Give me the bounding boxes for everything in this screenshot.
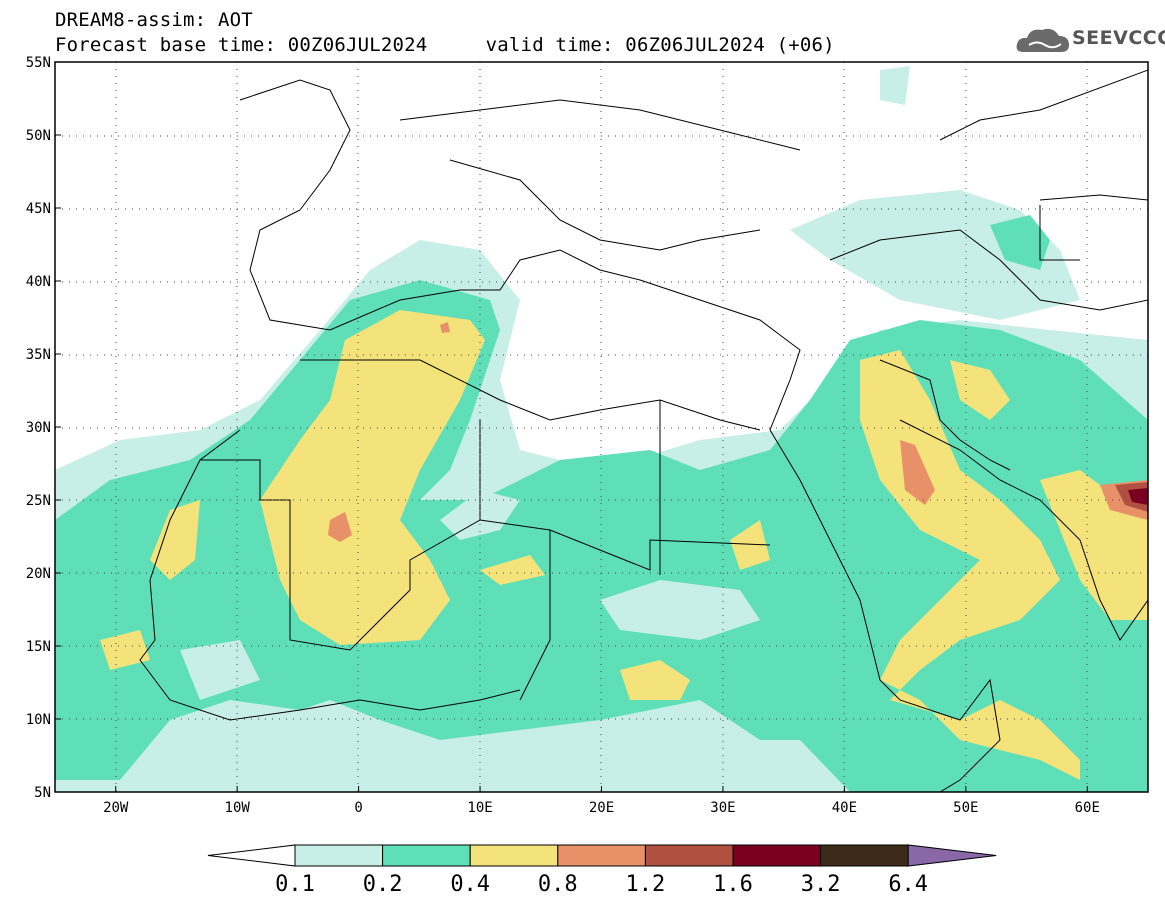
colorbar-over-triangle [907,844,997,867]
lon-tick-label: 20E [589,800,614,816]
colorbar-under-triangle [207,844,296,867]
lon-tick-label: 40E [832,800,857,816]
lat-tick-label: 10N [26,712,51,728]
colorbar-label: 1.2 [626,872,666,897]
colorbar-box [732,844,822,867]
colorbar-label: 0.8 [538,872,578,897]
lon-tick-label: 50E [953,800,978,816]
lon-tick-label: 60E [1075,800,1100,816]
cloud-logo-icon [1016,28,1069,52]
lat-tick-label: 45N [26,201,51,217]
lon-tick-label: 10W [225,800,251,816]
lon-axis: 20W 10W 0 10E 20E 30E 40E 50E 60E [103,786,1100,816]
lat-tick-label: 50N [26,128,51,144]
colorbar-box [557,844,646,867]
lat-tick-label: 55N [26,55,51,71]
lat-tick-label: 5N [34,785,51,801]
colorbar-box [644,844,734,867]
lat-tick-label: 25N [26,493,51,509]
grid-lines [55,62,1148,792]
logo-text: SEEVCCC [1072,27,1165,49]
colorbar-box [294,844,384,867]
colorbar-box [382,844,471,867]
lon-tick-label: 30E [710,800,735,816]
lon-tick-label: 20W [103,800,129,816]
aot-level-1.6 [1128,488,1148,505]
colorbar-boxes [207,844,997,867]
aot-contours [55,62,1148,792]
lat-axis: 55N 50N 45N 40N 35N 30N 25N 20N 15N 10N 5N [26,55,61,801]
map-title: DREAM8-assim: AOT [55,9,253,31]
colorbar-box [820,844,909,867]
lon-tick-label: 0 [354,800,362,816]
colorbar-labels: 0.1 0.2 0.4 0.8 1.2 1.6 3.2 6.4 [275,872,928,897]
colorbar-label: 0.4 [450,872,490,897]
lat-tick-label: 40N [26,274,51,290]
colorbar-label: 6.4 [888,872,928,897]
colorbar-label: 3.2 [801,872,841,897]
colorbar-label: 0.1 [275,872,315,897]
coastlines [139,69,1148,792]
map-subtitle: Forecast base time: 00Z06JUL2024 valid t… [55,34,835,56]
colorbar-box [469,844,559,867]
colorbar-label: 1.6 [713,872,753,897]
lat-tick-label: 35N [26,347,51,363]
colorbar-label: 0.2 [363,872,403,897]
lat-tick-label: 30N [26,420,51,436]
lat-tick-label: 15N [26,639,51,655]
lon-tick-label: 10E [467,800,492,816]
lat-tick-label: 20N [26,566,51,582]
